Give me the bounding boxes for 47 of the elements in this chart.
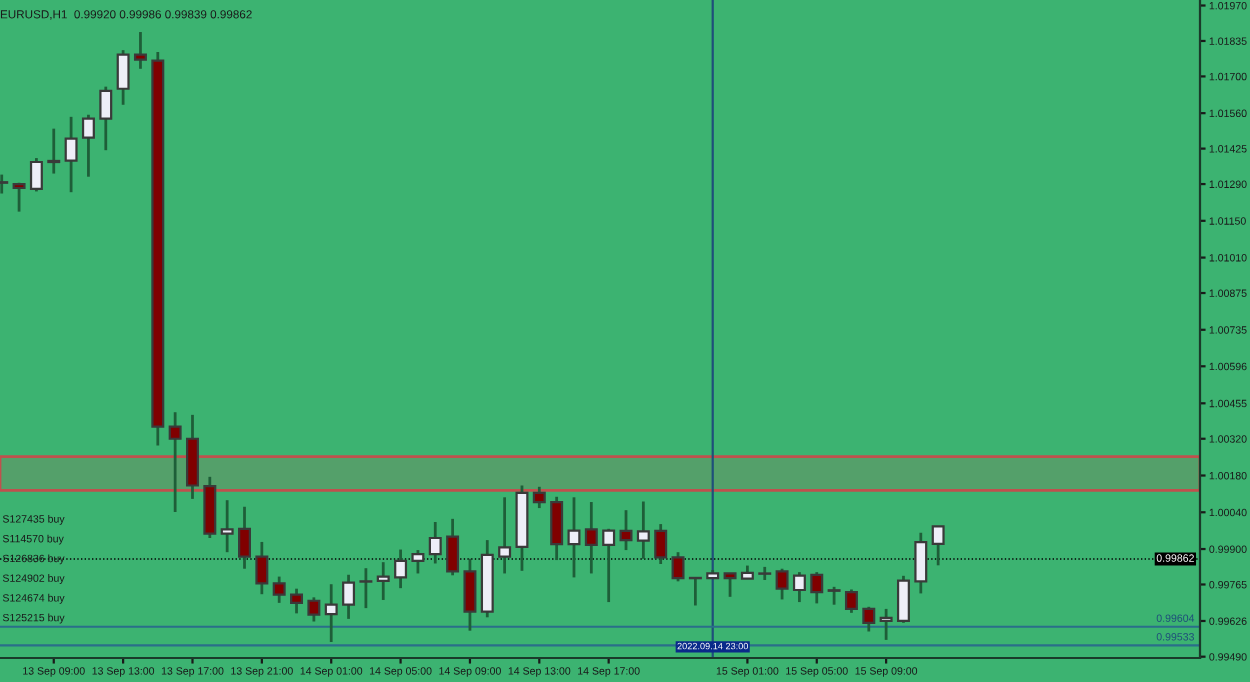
candlestick [636, 500, 650, 561]
candlestick [654, 522, 668, 566]
candlestick [220, 498, 234, 554]
candlestick [324, 582, 338, 644]
candlestick [810, 570, 824, 605]
candlestick [428, 520, 442, 565]
candlestick [671, 550, 685, 583]
candlestick [342, 573, 356, 621]
candlestick [775, 567, 789, 601]
candlestick [862, 605, 876, 633]
candlestick [186, 413, 199, 501]
candlestick [498, 495, 512, 575]
candlestick [723, 572, 737, 599]
candlestick [116, 48, 130, 107]
candlestick [290, 587, 304, 615]
candlestick [64, 115, 78, 194]
candlestick [359, 566, 373, 610]
candlestick [688, 576, 702, 607]
candlestick [619, 508, 633, 552]
candlestick [376, 560, 390, 602]
candlestick [12, 181, 26, 214]
candlestick [411, 548, 425, 575]
candlestick [81, 113, 95, 179]
candlestick [133, 30, 147, 71]
candlestick [168, 410, 182, 514]
candlestick [29, 156, 43, 193]
candlestick [567, 495, 581, 579]
candlestick [255, 540, 269, 596]
candlestick [47, 127, 61, 175]
candlestick [844, 588, 858, 615]
candlestick [792, 570, 806, 604]
candlestick [550, 495, 564, 562]
candlestick [931, 525, 945, 567]
candlestick [307, 595, 321, 623]
candlestick [584, 500, 598, 575]
candlestick [896, 574, 910, 625]
candlestick [602, 527, 616, 604]
candlestick [914, 531, 928, 595]
candlestick [99, 85, 113, 152]
candlestick [203, 475, 217, 540]
candlestick [463, 557, 477, 633]
candlestick [879, 607, 893, 642]
candlestick [394, 548, 408, 590]
candlestick [238, 505, 251, 571]
candlestick [532, 485, 546, 510]
candlestick [272, 575, 286, 605]
candlestick [446, 517, 460, 577]
